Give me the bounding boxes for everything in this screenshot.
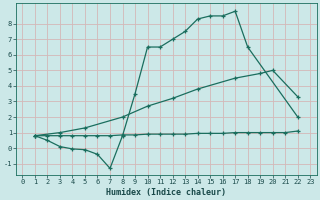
- X-axis label: Humidex (Indice chaleur): Humidex (Indice chaleur): [106, 188, 226, 197]
